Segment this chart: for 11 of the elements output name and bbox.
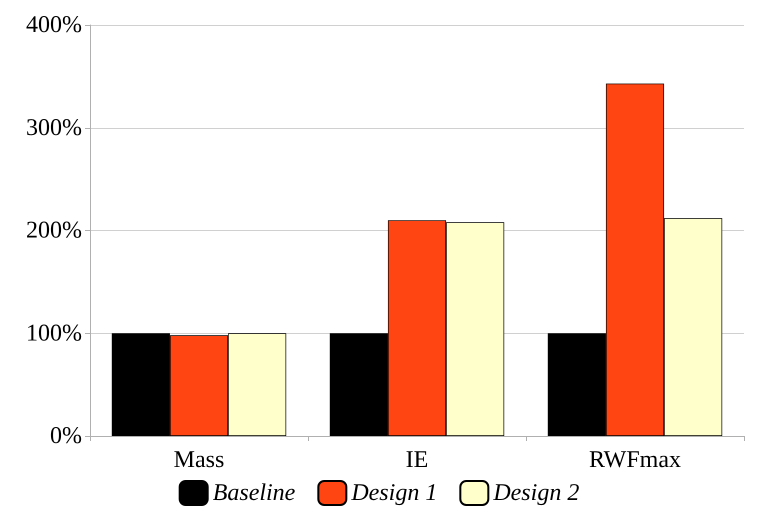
legend-label: Design 2 xyxy=(492,480,580,506)
y-tick-label: 100% xyxy=(26,320,82,346)
legend-label: Baseline xyxy=(212,480,296,506)
x-tick-label: Mass xyxy=(174,447,224,473)
x-tick-label: RWFmax xyxy=(588,447,682,473)
y-tick-label: 200% xyxy=(26,218,82,244)
x-tick-label: IE xyxy=(406,447,428,473)
legend-label: Design 1 xyxy=(350,480,438,506)
y-tick-label: 400% xyxy=(26,12,82,38)
y-tick-label: 300% xyxy=(26,114,82,141)
y-tick-label: 0% xyxy=(50,423,82,449)
